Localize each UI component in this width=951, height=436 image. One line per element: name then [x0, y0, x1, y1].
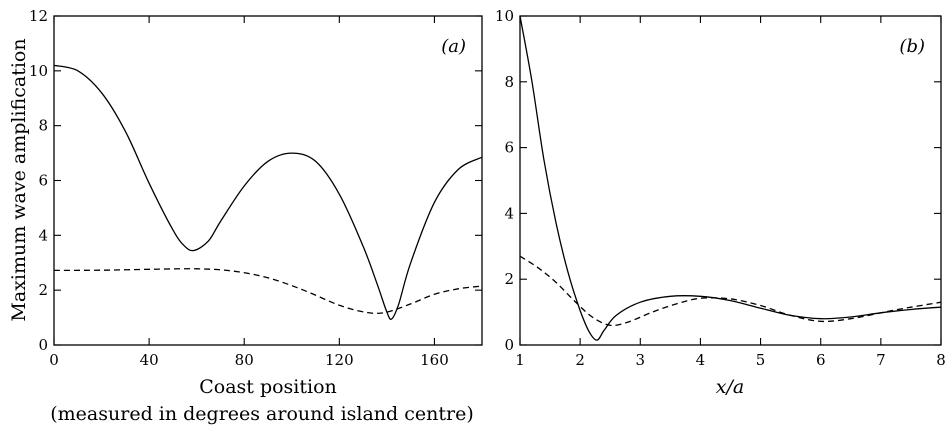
panel-b-x-tick-label: 7: [876, 351, 886, 369]
panel-b-x-axis-label: x/a: [716, 376, 744, 398]
panel-a-y-tick-label: 4: [38, 226, 48, 244]
panel-a-solid-curve: [54, 65, 482, 319]
panel-b-y-tick-label: 6: [504, 139, 514, 157]
panel-a-label: (a): [441, 36, 466, 57]
panel-a-y-axis-label: Maximum wave amplification: [8, 38, 30, 321]
panel-a-x-tick-label: 40: [140, 351, 159, 369]
panel-b-x-tick-label: 6: [816, 351, 826, 369]
panel-b-x-tick-label: 1: [515, 351, 525, 369]
panel-a-y-tick-label: 8: [38, 117, 48, 135]
panel-b-y-tick-label: 4: [504, 204, 514, 222]
panel-a-x-tick-label: 0: [49, 351, 59, 369]
panel-a-x-tick-label: 80: [235, 351, 254, 369]
panel-a-y-tick-label: 10: [29, 62, 48, 80]
panel-b-x-tick-label: 8: [936, 351, 946, 369]
panel-a-frame: [54, 16, 482, 345]
panel-b-dashed-curve: [520, 256, 941, 325]
panel-b-y-tick-label: 10: [495, 7, 514, 25]
panel-a-y-tick-label: 12: [29, 7, 48, 25]
panel-b-x-tick-label: 2: [575, 351, 585, 369]
panel-b-frame: [520, 16, 941, 345]
panel-a-y-tick-label: 6: [38, 172, 48, 190]
panel-a-y-tick-label: 0: [38, 336, 48, 354]
panel-a-x-axis-label: Coast position: [199, 376, 337, 398]
panel-b-y-tick-label: 2: [504, 270, 514, 288]
panel-b-x-tick-label: 4: [696, 351, 706, 369]
panel-a-dashed-curve: [54, 269, 482, 314]
panel-b: 1 2 3 4 5 6 7 8 0 2 4 6 8 10 (b) x/a: [495, 7, 946, 398]
panel-b-x-tick-label: 5: [756, 351, 766, 369]
panel-b-solid-curve: [520, 16, 941, 340]
panel-a: 0 40 80 120 160 0 2 4 6 8 10 12 (a) Maximum wave am…: [8, 7, 482, 425]
panel-a-y-tick-label: 2: [38, 281, 48, 299]
panel-b-y-tick-label: 8: [504, 73, 514, 91]
panel-a-x-tick-label: 120: [325, 351, 354, 369]
panel-a-x-tick-label: 160: [420, 351, 449, 369]
panel-b-y-tick-label: 0: [504, 336, 514, 354]
panel-a-x-axis-sublabel: (measured in degrees around island centr…: [50, 403, 474, 425]
panel-b-x-tick-label: 3: [636, 351, 646, 369]
panel-b-label: (b): [899, 36, 925, 57]
